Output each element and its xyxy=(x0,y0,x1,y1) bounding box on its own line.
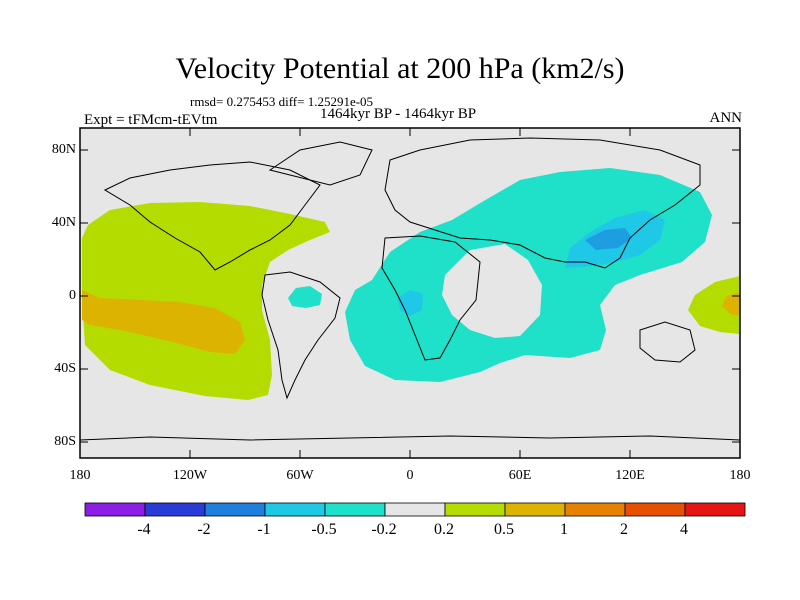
colorbar-label: 0.2 xyxy=(434,521,454,538)
region-west-pacific-positive xyxy=(688,276,740,334)
x-tick-label: 180 xyxy=(729,468,751,483)
colorbar-label: -0.5 xyxy=(311,521,337,538)
colorbar-box xyxy=(444,502,506,517)
x-tick-label: 60W xyxy=(286,468,314,483)
y-ticks xyxy=(80,149,740,443)
region-east-pacific-core xyxy=(82,290,245,354)
y-tick-label: 40N xyxy=(51,215,76,230)
colorbar-label: 1 xyxy=(560,521,568,538)
y-tick-label: 40S xyxy=(54,361,76,376)
colorbar xyxy=(84,502,746,517)
season-label: ANN xyxy=(709,110,743,126)
region-east-pacific-positive xyxy=(82,202,330,400)
colorbar-box xyxy=(84,502,146,517)
x-tick-label: 120W xyxy=(172,468,208,483)
colorbar-box xyxy=(684,502,746,517)
period-label: 1464kyr BP - 1464kyr BP xyxy=(320,106,477,122)
x-tick-label: 0 xyxy=(406,468,414,483)
colorbar-box xyxy=(204,502,266,517)
x-ticks xyxy=(189,128,631,458)
y-tick-label: 0 xyxy=(69,288,76,303)
region-west-pacific-core xyxy=(722,292,740,316)
map-title: Velocity Potential at 200 hPa (km2/s) xyxy=(175,52,625,85)
region-asia-core-negative xyxy=(585,228,632,250)
colorbar-box xyxy=(504,502,566,517)
colorbar-box xyxy=(264,502,326,517)
x-tick-label: 60E xyxy=(508,468,532,483)
colorbar-box xyxy=(384,502,446,517)
colorbar-label: 4 xyxy=(680,521,688,538)
y-tick-label: 80N xyxy=(51,142,76,157)
colorbar-box xyxy=(564,502,626,517)
colorbar-label: -2 xyxy=(197,521,211,538)
region-atlantic-negative xyxy=(288,286,322,308)
x-tick-label: 180 xyxy=(69,468,91,483)
x-tick-label: 120E xyxy=(615,468,645,483)
colorbar-label: 0.5 xyxy=(494,521,514,538)
y-tick-label: 80S xyxy=(54,434,76,449)
colorbar-label: -1 xyxy=(257,521,271,538)
colorbar-label: 2 xyxy=(620,521,628,538)
colorbar-label: -4 xyxy=(137,521,151,538)
stats-text: rmsd= 0.275453 diff= 1.25291e-05 xyxy=(190,94,374,109)
colorbar-box xyxy=(624,502,686,517)
experiment-label: Expt = tFMcm-tEVtm xyxy=(84,112,218,128)
coastlines xyxy=(79,137,741,441)
colorbar-box xyxy=(144,502,206,517)
colorbar-label: -0.2 xyxy=(371,521,397,538)
colorbar-box xyxy=(324,502,386,517)
